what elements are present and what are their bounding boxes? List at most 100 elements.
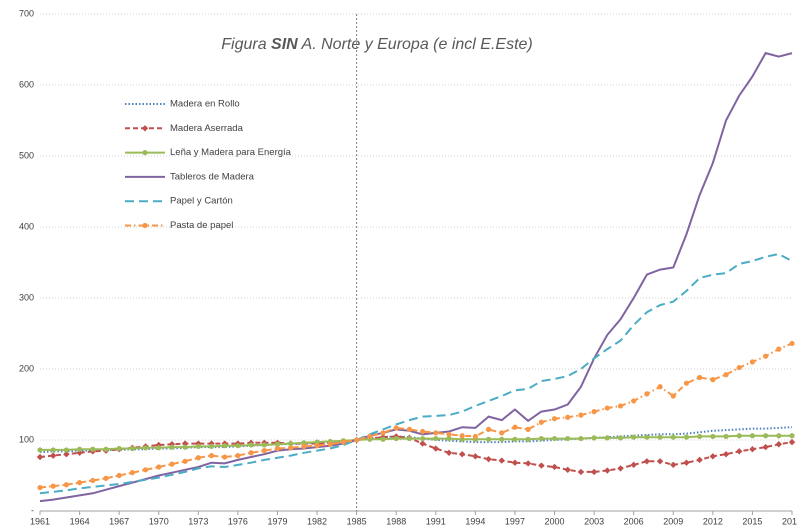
marker <box>182 458 188 464</box>
y-tick-label: 600 <box>19 79 34 89</box>
x-tick-label: 2009 <box>663 516 683 526</box>
marker <box>538 462 545 469</box>
marker <box>208 453 215 459</box>
marker <box>723 433 729 440</box>
marker <box>116 445 122 452</box>
marker <box>788 438 796 446</box>
marker <box>617 403 624 409</box>
marker <box>63 447 69 453</box>
marker <box>498 457 505 464</box>
marker <box>591 435 597 441</box>
marker <box>551 435 558 442</box>
marker <box>789 433 795 439</box>
x-tick-label: 1997 <box>505 516 525 526</box>
chart-title: Figura SIN A. Norte y Europa (e incl E.E… <box>221 36 533 53</box>
marker <box>156 464 162 470</box>
y-tick-label: 200 <box>19 363 34 373</box>
legend-label: Leña y Madera para Energía <box>170 147 292 158</box>
marker <box>248 450 254 456</box>
series <box>37 340 795 491</box>
marker <box>446 431 452 437</box>
marker <box>129 445 135 452</box>
marker <box>670 393 676 399</box>
marker <box>261 442 267 448</box>
marker <box>749 359 756 365</box>
legend-label: Tableros de Madera <box>170 171 255 182</box>
marker <box>169 444 175 450</box>
marker <box>749 446 756 453</box>
marker <box>288 445 294 451</box>
marker <box>683 380 690 386</box>
marker <box>736 433 742 439</box>
marker <box>538 435 544 442</box>
marker <box>445 449 453 456</box>
legend-label: Papel y Cartón <box>170 196 233 207</box>
x-tick-label: 1967 <box>109 516 129 526</box>
marker <box>736 364 742 371</box>
x-tick-label: 1991 <box>426 516 446 526</box>
marker <box>524 460 532 467</box>
marker <box>565 414 571 420</box>
x-tick-label: 2012 <box>703 516 723 526</box>
marker <box>195 443 201 449</box>
marker <box>36 453 44 461</box>
marker <box>116 472 122 479</box>
marker <box>551 416 558 422</box>
marker <box>604 405 610 411</box>
x-tick-label: 1994 <box>465 516 485 526</box>
marker <box>631 398 637 404</box>
marker <box>63 482 69 488</box>
marker <box>406 426 413 432</box>
marker <box>763 353 769 359</box>
marker <box>235 443 241 449</box>
marker <box>656 458 664 465</box>
y-tick-label: 400 <box>19 221 34 231</box>
marker <box>50 483 56 489</box>
marker <box>617 435 624 441</box>
marker <box>670 434 676 440</box>
marker <box>683 434 690 440</box>
marker <box>433 435 439 442</box>
marker <box>696 456 703 464</box>
marker <box>380 436 386 442</box>
marker <box>222 454 228 460</box>
marker <box>327 441 333 447</box>
marker <box>485 436 492 442</box>
marker <box>644 391 650 397</box>
x-tick-label: 1973 <box>188 516 208 526</box>
marker <box>261 448 267 454</box>
marker <box>590 468 598 476</box>
x-tick-label: 1961 <box>30 516 50 526</box>
marker <box>103 446 109 452</box>
title-part: Figura <box>221 36 271 53</box>
x-tick-label: 1988 <box>386 516 406 526</box>
marker <box>604 435 610 441</box>
marker <box>182 444 188 450</box>
marker <box>485 455 492 463</box>
series-line <box>39 252 793 495</box>
marker <box>631 434 637 440</box>
marker <box>367 433 373 440</box>
marker <box>340 439 347 445</box>
marker <box>551 463 558 471</box>
marker <box>419 435 426 442</box>
marker <box>142 445 149 451</box>
marker <box>248 442 254 448</box>
marker <box>577 468 585 476</box>
legend-label: Madera Aserrada <box>170 123 244 134</box>
marker <box>736 448 743 455</box>
marker <box>63 451 70 458</box>
legend-label: Madera en Rollo <box>170 99 240 110</box>
marker <box>222 443 228 449</box>
marker <box>722 451 730 458</box>
marker <box>723 372 729 378</box>
marker <box>670 461 677 469</box>
marker <box>129 470 135 476</box>
marker <box>432 445 439 452</box>
x-tick-label: 2003 <box>584 516 604 526</box>
marker <box>485 426 492 432</box>
series <box>39 252 793 495</box>
marker <box>499 436 505 442</box>
marker <box>511 459 519 466</box>
